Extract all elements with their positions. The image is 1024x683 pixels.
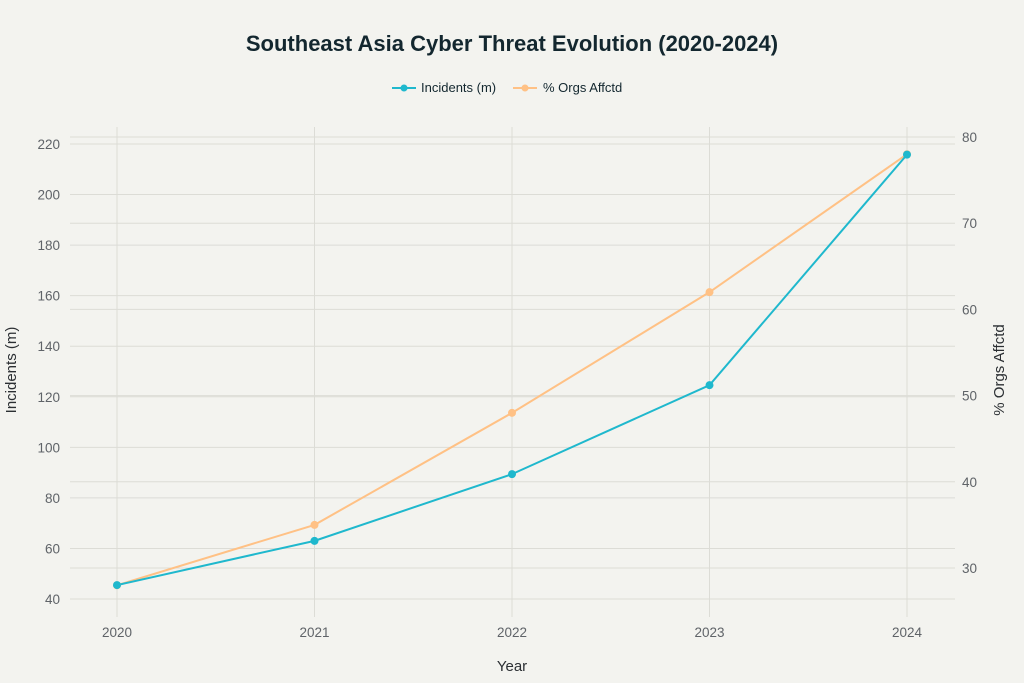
y2-tick-label: 30 bbox=[962, 561, 977, 576]
x-tick-label: 2020 bbox=[102, 625, 132, 640]
legend-item-incidents[interactable]: Incidents (m) bbox=[392, 80, 496, 95]
data-point-incidents[interactable] bbox=[113, 581, 121, 590]
y-tick-label: 60 bbox=[45, 541, 60, 556]
y-tick-label: 160 bbox=[37, 289, 60, 304]
legend-marker-incidents bbox=[400, 84, 408, 92]
legend-item-orgs[interactable]: % Orgs Affctd bbox=[513, 80, 622, 95]
data-point-orgs[interactable] bbox=[310, 520, 319, 529]
y-tick-label: 80 bbox=[45, 491, 60, 506]
y2-tick-label: 60 bbox=[962, 302, 977, 317]
x-tick-label: 2023 bbox=[694, 625, 724, 640]
y-tick-label: 100 bbox=[37, 440, 60, 455]
data-point-incidents[interactable] bbox=[310, 536, 319, 545]
data-point-orgs[interactable] bbox=[508, 408, 516, 417]
y2-axis-title: % Orgs Affctd bbox=[991, 324, 1008, 415]
chart-title: Southeast Asia Cyber Threat Evolution (2… bbox=[246, 31, 778, 56]
x-tick-label: 2024 bbox=[892, 625, 923, 640]
y-tick-label: 220 bbox=[37, 137, 60, 152]
y2-tick-label: 40 bbox=[962, 475, 977, 490]
y-axis-title: Incidents (m) bbox=[3, 327, 20, 414]
x-axis: 2020 2021 2022 2023 2024 bbox=[102, 625, 923, 640]
y-tick-label: 200 bbox=[37, 188, 60, 203]
y2-tick-label: 70 bbox=[962, 216, 977, 231]
series bbox=[113, 150, 911, 590]
x-tick-label: 2022 bbox=[497, 625, 527, 640]
legend-label-orgs: % Orgs Affctd bbox=[543, 80, 622, 95]
y-tick-label: 180 bbox=[37, 238, 60, 253]
y-tick-label: 40 bbox=[45, 592, 60, 607]
y-tick-label: 140 bbox=[37, 339, 60, 354]
y-axis-right: 30 40 50 60 70 80 bbox=[962, 130, 977, 576]
x-tick-label: 2021 bbox=[299, 625, 329, 640]
data-point-incidents[interactable] bbox=[903, 150, 911, 159]
gridlines bbox=[70, 127, 955, 617]
y-axis-left: 40 60 80 100 120 140 160 180 200 220 bbox=[37, 137, 60, 607]
data-point-incidents[interactable] bbox=[705, 381, 714, 390]
legend-marker-orgs bbox=[521, 84, 529, 92]
y2-tick-label: 80 bbox=[962, 130, 977, 145]
data-point-orgs[interactable] bbox=[705, 288, 714, 297]
x-axis-title: Year bbox=[497, 658, 527, 675]
data-point-incidents[interactable] bbox=[508, 470, 516, 479]
legend: Incidents (m) % Orgs Affctd bbox=[392, 80, 622, 95]
legend-label-incidents: Incidents (m) bbox=[421, 80, 496, 95]
y2-tick-label: 50 bbox=[962, 389, 977, 404]
y-tick-label: 120 bbox=[37, 390, 60, 405]
